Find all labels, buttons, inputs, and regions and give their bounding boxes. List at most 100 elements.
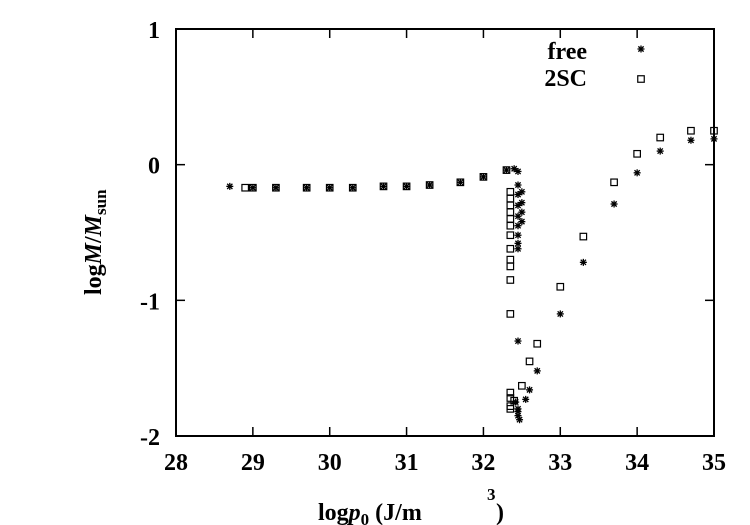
data-point-2sc xyxy=(272,183,280,192)
data-point-free xyxy=(514,181,522,189)
x-axis-label-sub: 0 xyxy=(361,510,370,525)
data-point-2sc xyxy=(525,357,534,366)
data-point-2sc xyxy=(510,396,519,405)
data-point-free xyxy=(326,184,334,192)
y-tick-label: 0 xyxy=(148,154,160,180)
x-tick-label: 28 xyxy=(164,450,188,476)
data-point-2sc xyxy=(518,381,526,390)
x-axis-label-unit-close: ) xyxy=(496,500,504,525)
data-point-free xyxy=(303,184,311,192)
data-point-2sc xyxy=(687,126,695,135)
legend-symbol-2sc xyxy=(637,75,645,83)
data-point-2sc xyxy=(402,182,411,191)
y-axis-label-slash: / xyxy=(81,236,107,244)
data-point-free xyxy=(610,200,618,208)
tick-labels: 28 29 30 31 32 33 34 35 -2 -1 0 1 xyxy=(140,18,726,476)
data-point-2sc xyxy=(506,262,515,271)
data-point-free xyxy=(556,310,564,318)
data-point-2sc xyxy=(506,231,515,240)
x-tick-label: 31 xyxy=(395,450,419,476)
data-point-2sc xyxy=(506,221,515,230)
y-axis-label-prefix: log xyxy=(81,264,107,295)
data-point-free xyxy=(526,386,534,394)
legend-label-free: free xyxy=(547,39,587,65)
data-point-free xyxy=(710,135,718,143)
x-tick-label: 32 xyxy=(471,450,495,476)
data-point-free xyxy=(516,416,524,424)
data-point-free xyxy=(426,181,434,189)
data-point-2sc xyxy=(502,166,511,174)
data-point-free xyxy=(522,395,530,403)
legend: free 2SC xyxy=(544,39,645,92)
data-point-free xyxy=(518,188,526,196)
data-point-free xyxy=(514,408,522,416)
data-point-2sc xyxy=(506,187,515,196)
x-axis-label-unit-open: (J/m xyxy=(369,500,422,525)
data-point-2sc xyxy=(579,232,588,241)
data-point-2sc xyxy=(556,282,565,291)
data-point-2sc xyxy=(710,126,718,135)
x-axis-label-italic: p xyxy=(347,500,361,525)
data-points xyxy=(226,126,718,424)
data-point-free xyxy=(514,191,522,199)
data-point-2sc xyxy=(506,194,515,203)
data-point-2sc xyxy=(325,183,334,192)
data-point-2sc xyxy=(506,208,515,216)
data-point-free xyxy=(518,208,526,216)
data-point-2sc xyxy=(456,178,465,187)
y-axis-label: logM/Msun xyxy=(81,189,110,295)
data-point-2sc xyxy=(241,183,250,192)
x-axis-label: logp0 (J/m) xyxy=(318,500,504,525)
data-point-2sc xyxy=(379,182,388,191)
y-axis-label-sub: sun xyxy=(91,189,110,215)
data-point-free xyxy=(502,166,510,174)
data-point-free xyxy=(349,184,357,192)
data-point-free xyxy=(514,167,522,175)
x-tick-label: 34 xyxy=(625,450,649,476)
y-tick-label: -1 xyxy=(140,289,160,315)
data-point-2sc xyxy=(506,310,515,318)
data-point-2sc xyxy=(479,173,488,181)
y-tick-label: 1 xyxy=(148,18,160,44)
data-point-free xyxy=(479,173,487,181)
data-point-2sc xyxy=(506,388,515,397)
data-point-free xyxy=(518,218,526,226)
axis-ticks xyxy=(175,28,715,437)
x-tick-label: 29 xyxy=(241,450,265,476)
data-point-2sc xyxy=(506,244,515,253)
data-point-free xyxy=(514,222,522,230)
data-point-free xyxy=(514,201,522,209)
x-axis-label-prefix: log xyxy=(318,500,349,525)
data-point-free xyxy=(514,245,522,253)
data-point-free xyxy=(687,136,695,144)
data-point-free xyxy=(249,184,257,192)
data-point-2sc xyxy=(249,183,257,192)
y-axis-label-m: M xyxy=(81,241,107,265)
data-point-free xyxy=(656,147,664,155)
y-tick-label: -2 xyxy=(140,425,160,451)
y-axis-label-m2: M xyxy=(81,213,107,237)
data-point-2sc xyxy=(506,276,515,284)
data-point-free xyxy=(272,184,280,192)
data-point-2sc xyxy=(506,201,515,210)
data-point-2sc xyxy=(610,178,618,187)
data-point-2sc xyxy=(425,181,434,189)
legend-symbol-free xyxy=(637,45,645,53)
x-tick-label: 30 xyxy=(318,450,342,476)
data-point-2sc xyxy=(506,255,515,264)
legend-marker-free xyxy=(637,45,645,53)
data-point-2sc xyxy=(506,215,515,223)
data-point-free xyxy=(403,182,411,190)
data-point-free xyxy=(456,178,464,186)
plot-frame xyxy=(175,28,715,437)
data-point-free xyxy=(510,165,518,173)
legend-marker-2sc xyxy=(637,75,645,83)
x-axis-label-superscript: 3 xyxy=(487,485,496,504)
data-point-free xyxy=(533,367,541,375)
data-point-free xyxy=(633,169,641,177)
data-point-2sc xyxy=(302,183,311,192)
data-point-free xyxy=(518,199,526,207)
legend-label-2sc: 2SC xyxy=(544,66,587,92)
data-point-2sc xyxy=(506,405,515,413)
